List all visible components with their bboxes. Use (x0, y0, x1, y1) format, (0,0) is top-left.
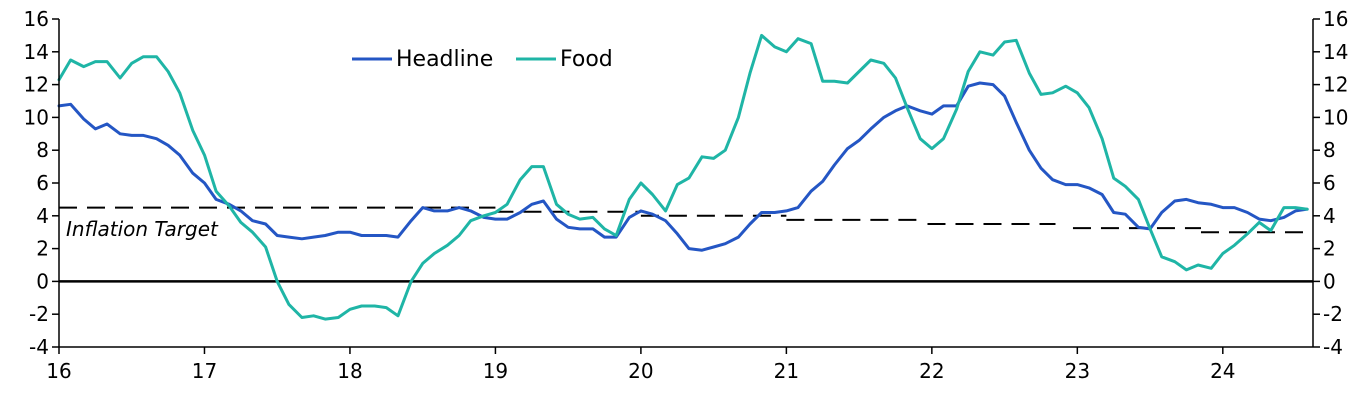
y-tick-label-left: 8 (36, 138, 49, 162)
x-tick-label: 24 (1210, 359, 1235, 383)
y-tick-label-left: -4 (29, 335, 49, 359)
x-tick-label: 21 (774, 359, 799, 383)
x-tick-label: 16 (46, 359, 71, 383)
y-tick-label-right: 14 (1323, 40, 1348, 64)
y-tick-label-right: -4 (1323, 335, 1343, 359)
y-tick-label-right: 6 (1323, 171, 1336, 195)
inflation-target-layer (59, 206, 1313, 234)
inflation-target-label: Inflation Target (66, 217, 219, 241)
series-line-headline (57, 81, 1309, 252)
y-tick-label-left: 4 (36, 204, 49, 228)
series-layer (57, 33, 1309, 321)
y-tick-label-right: 0 (1323, 269, 1336, 293)
x-tick-label: 23 (1065, 359, 1090, 383)
y-tick-label-left: 6 (36, 171, 49, 195)
y-tick-label-left: 10 (24, 105, 49, 129)
legend-food-label: Food (560, 47, 613, 72)
y-tick-label-right: 4 (1323, 204, 1336, 228)
y-tick-label-right: 12 (1323, 73, 1348, 97)
y-tick-label-left: 12 (24, 73, 49, 97)
y-tick-label-right: 10 (1323, 105, 1348, 129)
series-line-food (57, 33, 1309, 321)
x-tick-label: 20 (628, 359, 653, 383)
legend-headline-label: Headline (396, 47, 493, 72)
y-tick-label-right: 8 (1323, 138, 1336, 162)
y-tick-label-right: 16 (1323, 7, 1348, 31)
y-tick-label-right: 2 (1323, 237, 1336, 261)
x-tick-label: 18 (337, 359, 362, 383)
y-tick-label-left: 16 (24, 7, 49, 31)
y-tick-label-left: 14 (24, 40, 49, 64)
legend: Headline Food (352, 47, 613, 72)
y-tick-label-right: -2 (1323, 302, 1343, 326)
y-tick-label-left: 2 (36, 237, 49, 261)
y-tick-label-left: -2 (29, 302, 49, 326)
axes-layer (52, 18, 1320, 354)
x-tick-label: 19 (483, 359, 508, 383)
x-tick-label: 17 (192, 359, 217, 383)
x-tick-label: 22 (919, 359, 944, 383)
y-tick-label-left: 0 (36, 269, 49, 293)
